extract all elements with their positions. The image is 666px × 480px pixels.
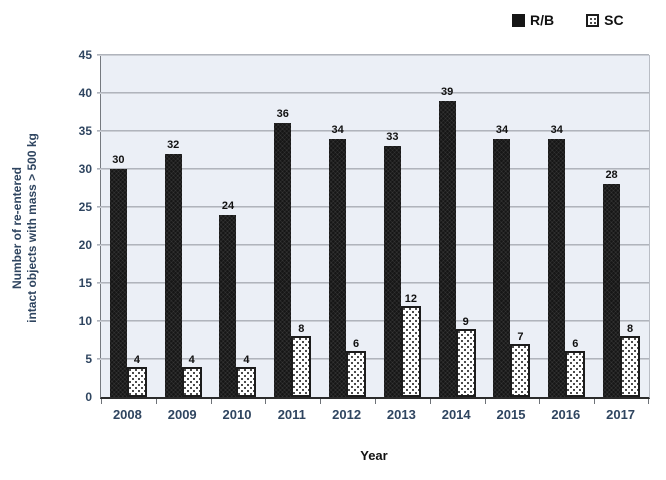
x-axis-tick	[539, 399, 541, 404]
bar-rb-2014: 39	[438, 86, 456, 397]
bar-value-label: 24	[221, 199, 235, 212]
bar-sc-2011: 8	[291, 323, 312, 397]
bar-group-2013: 33 12	[375, 55, 430, 397]
bar-group-2011: 36 8	[265, 55, 320, 397]
bar-rb-2017: 28	[603, 169, 621, 397]
legend: R/B SC	[512, 12, 624, 28]
bar-sc-2013: 12	[400, 293, 421, 397]
bar-group-2009: 32 4	[156, 55, 211, 397]
x-axis-tick	[265, 399, 267, 404]
bar-value-label: 12	[404, 292, 417, 305]
bar-value-label: 4	[188, 353, 195, 366]
y-axis-title-line1: Number of re-entered	[10, 166, 24, 290]
y-tick-label-10: 10	[78, 314, 92, 328]
bar-value-label: 4	[133, 353, 140, 366]
bar-group-2008: 30 4	[101, 55, 156, 397]
legend-swatch-rb-icon	[512, 13, 525, 27]
x-axis-tick	[484, 399, 486, 404]
bar-rb-2009: 32	[164, 139, 182, 397]
y-tick-label-15: 15	[78, 276, 92, 290]
y-tick-label-20: 20	[78, 238, 92, 252]
legend-item-sc: SC	[586, 12, 624, 28]
bar-value-label: 34	[550, 123, 563, 136]
bar-value-label: 32	[167, 138, 180, 151]
bar-group-2017: 28 8	[594, 55, 649, 397]
bar-sc-2009: 4	[181, 354, 202, 397]
bar-rb-2010: 24	[219, 200, 237, 397]
x-axis-tick	[594, 399, 596, 404]
x-category-label-2017: 2017	[606, 407, 636, 422]
x-category-label-2013: 2013	[386, 407, 416, 422]
bar-rb-2013: 33	[383, 131, 401, 397]
x-axis-tick	[320, 399, 322, 404]
bar-group-2016: 34 6	[539, 55, 594, 397]
bar-value-label: 4	[243, 353, 250, 366]
x-axis-title: Year	[360, 448, 388, 463]
bar-value-label: 30	[112, 154, 125, 166]
x-axis-tick	[375, 399, 376, 404]
y-tick-label-5: 5	[85, 352, 92, 366]
legend-label: SC	[604, 12, 624, 28]
bar-group-2015: 34 7	[485, 55, 540, 397]
y-tick-label-0: 0	[85, 390, 92, 404]
bar-value-label: 33	[386, 131, 399, 144]
bar-value-label: 6	[572, 338, 579, 351]
bar-group-2010: 24 4	[211, 55, 266, 397]
bar-value-label: 34	[495, 123, 509, 136]
bar-sc-2017: 8	[620, 323, 641, 397]
bar-groups: 30 4 32 4 24 4 36 8 34 6 33 12 39 9 34 7 34 6 28 8	[101, 55, 649, 397]
x-category-label-2008: 2008	[112, 407, 142, 422]
legend-swatch-sc-icon	[586, 13, 600, 27]
legend-label: R/B	[530, 12, 555, 28]
y-axis-title-line2: intact objects with mass > 500 kg	[25, 133, 39, 323]
bar-rb-2011: 36	[274, 108, 292, 397]
plot-area: 30 4 32 4 24 4 36 8 34 6 33 12 39 9 34 7 34 6 28 8	[97, 54, 650, 404]
x-axis-tick	[101, 399, 102, 404]
bar-sc-2008: 4	[126, 354, 147, 397]
bar-value-label: 36	[276, 108, 289, 121]
x-axis-tick	[429, 399, 431, 404]
x-category-label-2014: 2014	[441, 407, 471, 422]
bar-group-2012: 34 6	[320, 55, 375, 397]
bar-sc-2014: 9	[455, 316, 476, 397]
bar-value-label: 34	[331, 123, 344, 136]
bar-rb-2008: 30	[109, 154, 127, 397]
x-category-label-2016: 2016	[551, 407, 581, 422]
bar-value-label: 7	[517, 330, 524, 343]
bar-value-label: 39	[441, 85, 454, 98]
x-axis-tick	[210, 399, 212, 404]
bar-sc-2016: 6	[565, 338, 586, 397]
bar-value-label: 9	[462, 315, 469, 328]
x-category-label-2010: 2010	[222, 407, 252, 422]
x-axis-tick	[648, 399, 649, 404]
bar-rb-2012: 34	[329, 124, 347, 397]
bar-rb-2016: 34	[548, 124, 566, 397]
y-tick-label-35: 35	[78, 124, 92, 138]
bar-group-2014: 39 9	[430, 55, 485, 397]
bar-sc-2015: 7	[510, 331, 531, 397]
x-category-label-2012: 2012	[332, 407, 362, 422]
y-tick-label-25: 25	[78, 200, 92, 214]
bar-rb-2015: 34	[493, 124, 511, 397]
x-category-label-2009: 2009	[167, 407, 197, 422]
bar-value-label: 8	[627, 323, 634, 336]
bar-sc-2010: 4	[236, 354, 257, 397]
y-tick-label-30: 30	[78, 162, 92, 176]
bar-sc-2012: 6	[346, 338, 367, 397]
bar-value-label: 6	[353, 338, 360, 351]
x-category-label-2015: 2015	[496, 407, 526, 422]
x-axis-category-labels: 2008 2009 2010 2011 2012 2013 2014 2015 2016 2017	[100, 407, 648, 422]
x-category-label-2011: 2011	[277, 407, 306, 422]
bar-value-label: 28	[605, 169, 618, 182]
legend-item-rb: R/B	[512, 12, 554, 28]
x-axis-tick	[155, 399, 157, 404]
y-tick-label-40: 40	[78, 86, 92, 100]
y-tick-label-45: 45	[78, 48, 92, 62]
y-axis-title: Number of re-entered intact objects with…	[10, 57, 42, 399]
bar-value-label: 8	[298, 323, 305, 336]
